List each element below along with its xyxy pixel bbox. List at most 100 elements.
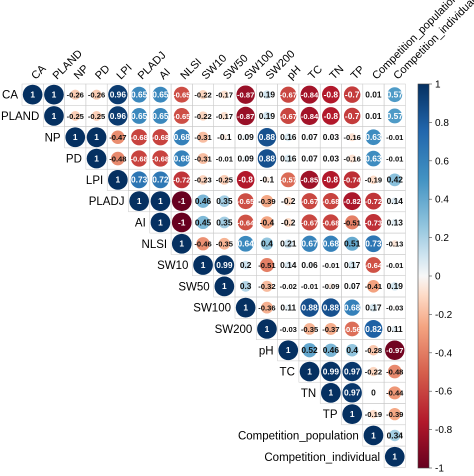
correlation-circle <box>284 304 292 311</box>
row-label: TP <box>323 409 338 421</box>
correlation-circle <box>263 176 271 183</box>
correlation-circle <box>306 134 313 140</box>
correlation-value: -0.1 <box>217 132 232 142</box>
correlation-value: -0.87 <box>237 112 254 121</box>
correlation-value: -0.19 <box>365 176 382 185</box>
correlation-circle <box>348 260 357 270</box>
correlation-circle <box>299 361 320 382</box>
correlation-value: -0.65 <box>237 197 255 206</box>
correlation-circle <box>385 340 405 360</box>
correlation-value: 0.4 <box>346 345 358 355</box>
correlation-circle <box>387 87 403 103</box>
correlation-value: -0.2 <box>281 196 296 206</box>
correlation-circle <box>91 111 102 121</box>
correlation-circle <box>131 108 148 124</box>
correlation-circle <box>345 215 360 230</box>
correlation-circle <box>152 129 169 146</box>
correlation-value: 0.03 <box>323 132 340 142</box>
correlation-circle <box>214 276 235 297</box>
correlation-circle <box>327 283 334 290</box>
correlation-value: 0.14 <box>387 196 404 206</box>
row-label: CA <box>2 90 18 102</box>
row-label: PLAND <box>1 111 39 123</box>
correlation-value: 0.65 <box>152 111 169 121</box>
correlation-value: -0.22 <box>365 367 382 376</box>
correlation-value: -0.51 <box>343 218 361 227</box>
correlation-value: 0.73 <box>365 239 382 249</box>
correlation-value: -0.01 <box>216 154 234 163</box>
correlation-circle <box>220 111 229 121</box>
correlation-value: 0.35 <box>216 217 233 227</box>
row-label: PLADJ <box>89 196 125 208</box>
correlation-value: 1 <box>371 430 376 440</box>
correlation-value: -0.72 <box>173 176 190 185</box>
correlation-value: -0.46 <box>194 240 211 249</box>
correlation-circle <box>131 150 148 167</box>
correlation-value: -0.68 <box>130 154 147 163</box>
correlation-circle <box>237 214 254 231</box>
correlation-circle <box>236 85 255 104</box>
correlation-value: 1 <box>265 324 270 334</box>
correlation-value: -0.35 <box>301 325 319 334</box>
correlation-circle <box>91 89 102 100</box>
correlation-value: 0.16 <box>280 132 297 142</box>
correlation-circle <box>322 193 339 210</box>
correlation-value: -0.67 <box>301 197 318 206</box>
correlation-circle <box>365 235 382 253</box>
correlation-circle <box>237 193 254 210</box>
correlation-value: 0.14 <box>280 260 297 270</box>
correlation-circle <box>257 128 277 147</box>
correlation-value: -0.65 <box>173 90 191 99</box>
correlation-value: -0.31 <box>194 154 212 163</box>
row-label: Competition_population <box>238 430 359 442</box>
column-label: TN <box>327 63 346 82</box>
cell-grid <box>21 83 406 468</box>
correlation-value: -0.7 <box>345 111 360 121</box>
correlation-circle <box>173 171 191 189</box>
column-label: LPI <box>114 62 134 82</box>
colorbar: 1 0.8 0.6 0.4 0.2 0 -0.2 -0.4 -0.6 -0.8 -1 <box>417 80 453 475</box>
correlation-circle <box>130 171 148 189</box>
correlation-circle <box>257 319 277 339</box>
row-label: PD <box>66 154 82 166</box>
correlation-circle <box>283 239 293 249</box>
row-label: AI <box>135 217 146 229</box>
correlation-value: 1 <box>52 111 57 121</box>
correlation-circle <box>262 111 272 121</box>
correlation-value: 0.67 <box>301 239 318 249</box>
colorbar-tick-label: -0.4 <box>435 348 453 359</box>
correlation-value: -0.97 <box>386 346 403 355</box>
correlation-circle <box>280 172 296 188</box>
correlation-value: -0.13 <box>386 240 403 249</box>
correlation-value: 0.88 <box>259 153 276 163</box>
correlation-circle <box>261 301 273 314</box>
correlation-value: 0.99 <box>323 366 340 376</box>
correlation-value: 0.73 <box>131 175 148 185</box>
correlation-value: -0.64 <box>237 218 255 227</box>
correlation-value: 0.46 <box>195 196 212 206</box>
correlation-value: 0.97 <box>344 388 361 398</box>
correlation-value: -0.36 <box>258 303 275 312</box>
correlation-value: -0.09 <box>322 282 339 291</box>
correlation-circle <box>218 216 231 229</box>
correlation-circle <box>70 89 81 100</box>
correlation-value: -0.73 <box>365 218 382 227</box>
correlation-value: 1 <box>116 175 121 185</box>
correlation-value: 0.2 <box>240 260 252 270</box>
correlation-circle <box>152 150 169 167</box>
correlation-value: -0.4 <box>260 217 275 227</box>
correlation-value: 1 <box>158 196 163 206</box>
correlation-circle <box>342 361 362 382</box>
correlation-circle <box>368 345 379 356</box>
correlation-circle <box>322 107 340 125</box>
correlation-circle <box>329 156 333 161</box>
correlation-value: 0.65 <box>131 89 148 99</box>
correlation-value: -0.51 <box>258 261 276 270</box>
correlation-value: 0.51 <box>344 239 361 249</box>
correlation-value: -0.7 <box>345 89 360 99</box>
correlation-value: -0.25 <box>216 176 234 185</box>
correlation-circle <box>349 283 355 289</box>
correlation-value: 1 <box>158 217 163 227</box>
correlation-value: 0.4 <box>261 239 273 249</box>
